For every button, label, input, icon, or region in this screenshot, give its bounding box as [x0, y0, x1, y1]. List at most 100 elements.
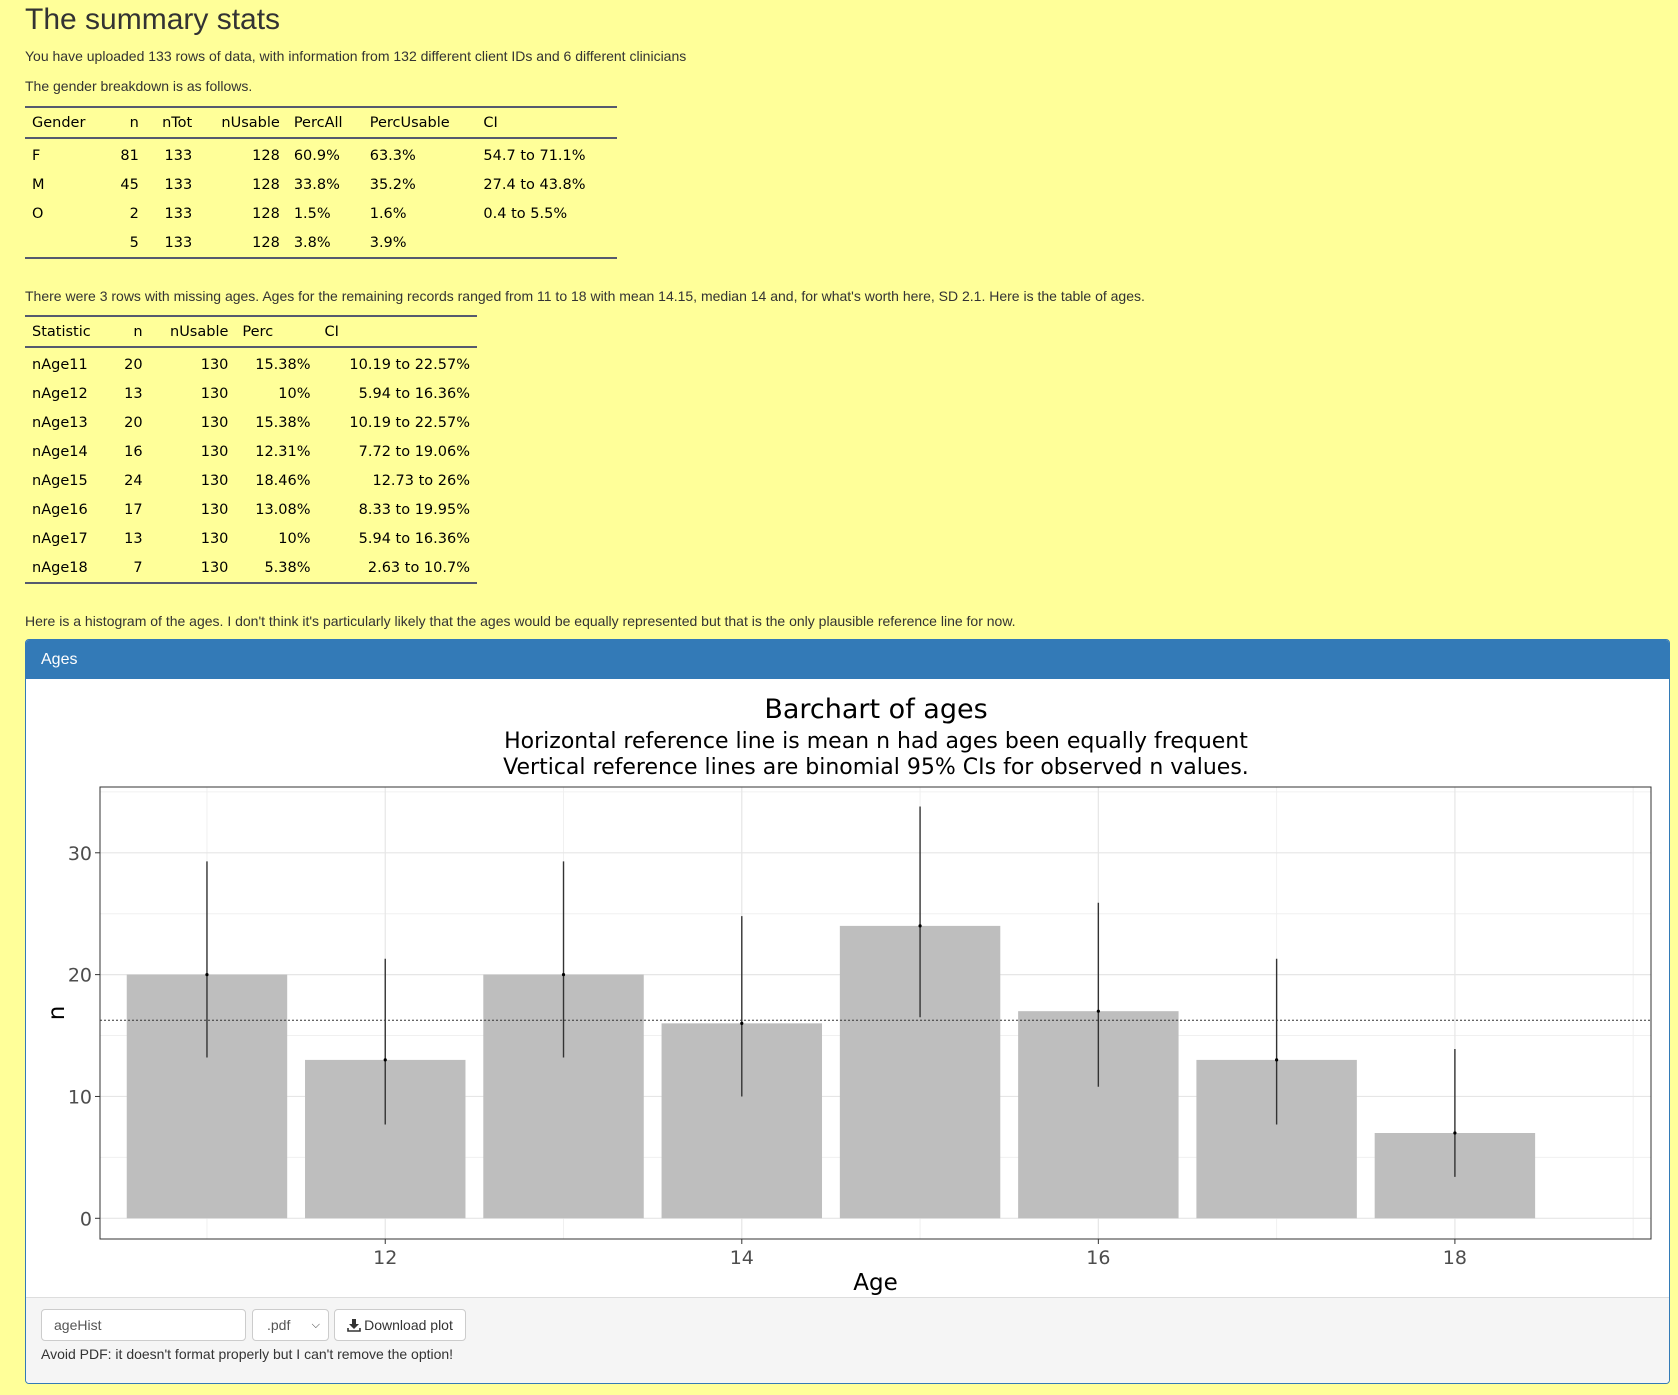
gender-cell-n: 2: [129, 205, 139, 222]
age-cell-n: 13: [124, 385, 143, 402]
gender-cell-percall: 3.8%: [293, 234, 331, 251]
age-cell-statistic: nAge18: [32, 559, 88, 576]
age-table: Statistic n nUsable Perc CI nAge11 20 130 15.38…: [25, 315, 477, 584]
age-cell-statistic: nAge13: [32, 414, 88, 431]
point-age-15: [918, 924, 922, 928]
age-cell-statistic: nAge15: [32, 472, 88, 489]
age-cell-ci: 2.63 to 10.7%: [367, 559, 470, 576]
gender-cell-n: 45: [120, 176, 139, 193]
age-cell-nusable: 130: [200, 559, 229, 576]
age-cell-statistic: nAge17: [32, 530, 88, 547]
gender-header-ntot: nTot: [145, 107, 200, 139]
x-tick-label: 12: [373, 1247, 397, 1269]
table-row: nAge12 13 130 10% 5.94 to 16.36%: [25, 379, 477, 408]
ages-panel: Ages Barchart of ages Horizontal referenc…: [25, 639, 1670, 1384]
age-cell-n: 17: [124, 501, 143, 518]
age-cell-ci: 7.72 to 19.06%: [358, 443, 470, 460]
point-age-14: [740, 1021, 744, 1025]
point-age-17: [1275, 1058, 1279, 1062]
gender-cell-ci: [476, 228, 617, 258]
age-cell-nusable: 130: [200, 443, 229, 460]
age-cell-ci: 12.73 to 26%: [372, 472, 470, 489]
y-tick-label: 30: [68, 843, 92, 865]
filename-input[interactable]: [41, 1309, 246, 1341]
chevron-down-icon: ⌵: [311, 1319, 320, 1331]
table-row: nAge15 24 130 18.46% 12.73 to 26%: [25, 466, 477, 495]
point-age-13: [561, 973, 566, 977]
age-cell-n: 20: [124, 414, 143, 431]
chart-title: Barchart of ages: [764, 694, 987, 725]
age-cell-statistic: nAge14: [32, 443, 88, 460]
table-row: O 2 133 128 1.5% 1.6% 0.4 to 5.5%: [25, 199, 617, 228]
age-cell-ci: 5.94 to 16.36%: [358, 530, 470, 547]
table-row: nAge13 20 130 15.38% 10.19 to 22.57%: [25, 408, 477, 437]
age-cell-n: 24: [124, 472, 143, 489]
age-intro-text: There were 3 rows with missing ages. Age…: [25, 288, 1145, 304]
gender-header-percusable: PercUsable: [362, 107, 477, 139]
y-tick-label: 20: [68, 965, 92, 987]
y-tick-label: 0: [80, 1208, 92, 1230]
age-cell-ci: 5.94 to 16.36%: [358, 385, 470, 402]
gender-cell-percall: 60.9%: [293, 147, 340, 164]
table-row: nAge11 20 130 15.38% 10.19 to 22.57%: [25, 347, 477, 379]
panel-title: Ages: [26, 640, 1669, 679]
gender-cell-ntot: 133: [164, 176, 193, 193]
point-age-16: [1096, 1009, 1100, 1013]
gender-cell-ci: 27.4 to 43.8%: [483, 176, 586, 193]
gender-header-nusable: nUsable: [199, 107, 287, 139]
chart-subtitle: Horizontal reference line is mean n had …: [504, 729, 1248, 754]
gender-cell-ci: 0.4 to 5.5%: [483, 205, 568, 222]
x-axis-label: Age: [853, 1270, 897, 1296]
table-row: M 45 133 128 33.8% 35.2% 27.4 to 43.8%: [25, 170, 617, 199]
gender-cell-nusable: 128: [252, 176, 280, 193]
y-axis-label: n: [44, 1006, 70, 1021]
gender-intro-text: The gender breakdown is as follows.: [25, 78, 253, 94]
gender-cell-percusable: 3.9%: [369, 234, 407, 251]
download-plot-button[interactable]: Download plot: [334, 1309, 466, 1341]
gender-cell-ntot: 133: [164, 147, 193, 164]
age-cell-perc: 5.38%: [264, 559, 311, 576]
age-header-statistic: Statistic: [25, 316, 112, 348]
age-cell-nusable: 130: [200, 501, 229, 518]
age-cell-nusable: 130: [200, 530, 229, 547]
point-age-11: [205, 973, 209, 977]
age-cell-perc: 15.38%: [255, 356, 311, 373]
gender-table-header: Gender n nTot nUsable PercAll PercUsable CI: [25, 107, 617, 139]
format-select-value: .pdf: [267, 1317, 291, 1333]
age-cell-n: 13: [124, 530, 143, 547]
age-header-ci: CI: [317, 316, 477, 348]
age-cell-perc: 18.46%: [255, 472, 311, 489]
plot-border: [99, 786, 1652, 1240]
gender-cell-gender: F: [32, 147, 41, 164]
age-cell-statistic: nAge16: [32, 501, 88, 518]
age-cell-statistic: nAge12: [32, 385, 88, 402]
y-tick-label: 10: [68, 1086, 92, 1108]
gender-cell-ntot: 133: [164, 205, 193, 222]
gender-cell-percusable: 1.6%: [369, 205, 407, 222]
age-cell-ci: 10.19 to 22.57%: [349, 414, 470, 431]
table-row: 5 133 128 3.8% 3.9%: [25, 228, 617, 258]
gender-cell-n: 81: [120, 147, 139, 164]
age-cell-n: 7: [133, 559, 143, 576]
age-cell-nusable: 130: [200, 385, 229, 402]
format-select[interactable]: .pdf ⌵: [252, 1309, 329, 1341]
age-cell-perc: 15.38%: [255, 414, 311, 431]
age-cell-perc: 13.08%: [255, 501, 311, 518]
age-header-n: n: [111, 316, 150, 348]
gender-header-ci: CI: [476, 107, 617, 139]
age-table-header: Statistic n nUsable Perc CI: [25, 316, 477, 348]
table-row: nAge16 17 130 13.08% 8.33 to 19.95%: [25, 495, 477, 524]
panel-footer: .pdf ⌵ Download plot Avoid PDF: it doesn…: [26, 1297, 1669, 1383]
table-row: nAge18 7 130 5.38% 2.63 to 10.7%: [25, 553, 477, 583]
age-header-perc: Perc: [235, 316, 318, 348]
age-header-nusable: nUsable: [149, 316, 236, 348]
gender-header-gender: Gender: [25, 107, 107, 139]
table-row: F 81 133 128 60.9% 63.3% 54.7 to 71.1%: [25, 138, 617, 170]
age-cell-ci: 8.33 to 19.95%: [358, 501, 470, 518]
gender-cell-gender: M: [32, 176, 45, 193]
age-cell-perc: 10%: [278, 385, 311, 402]
upload-summary-text: You have uploaded 133 rows of data, with…: [25, 48, 687, 64]
gender-cell-n: 5: [129, 234, 139, 251]
gender-cell-percusable: 35.2%: [369, 176, 416, 193]
age-cell-statistic: nAge11: [32, 356, 88, 373]
